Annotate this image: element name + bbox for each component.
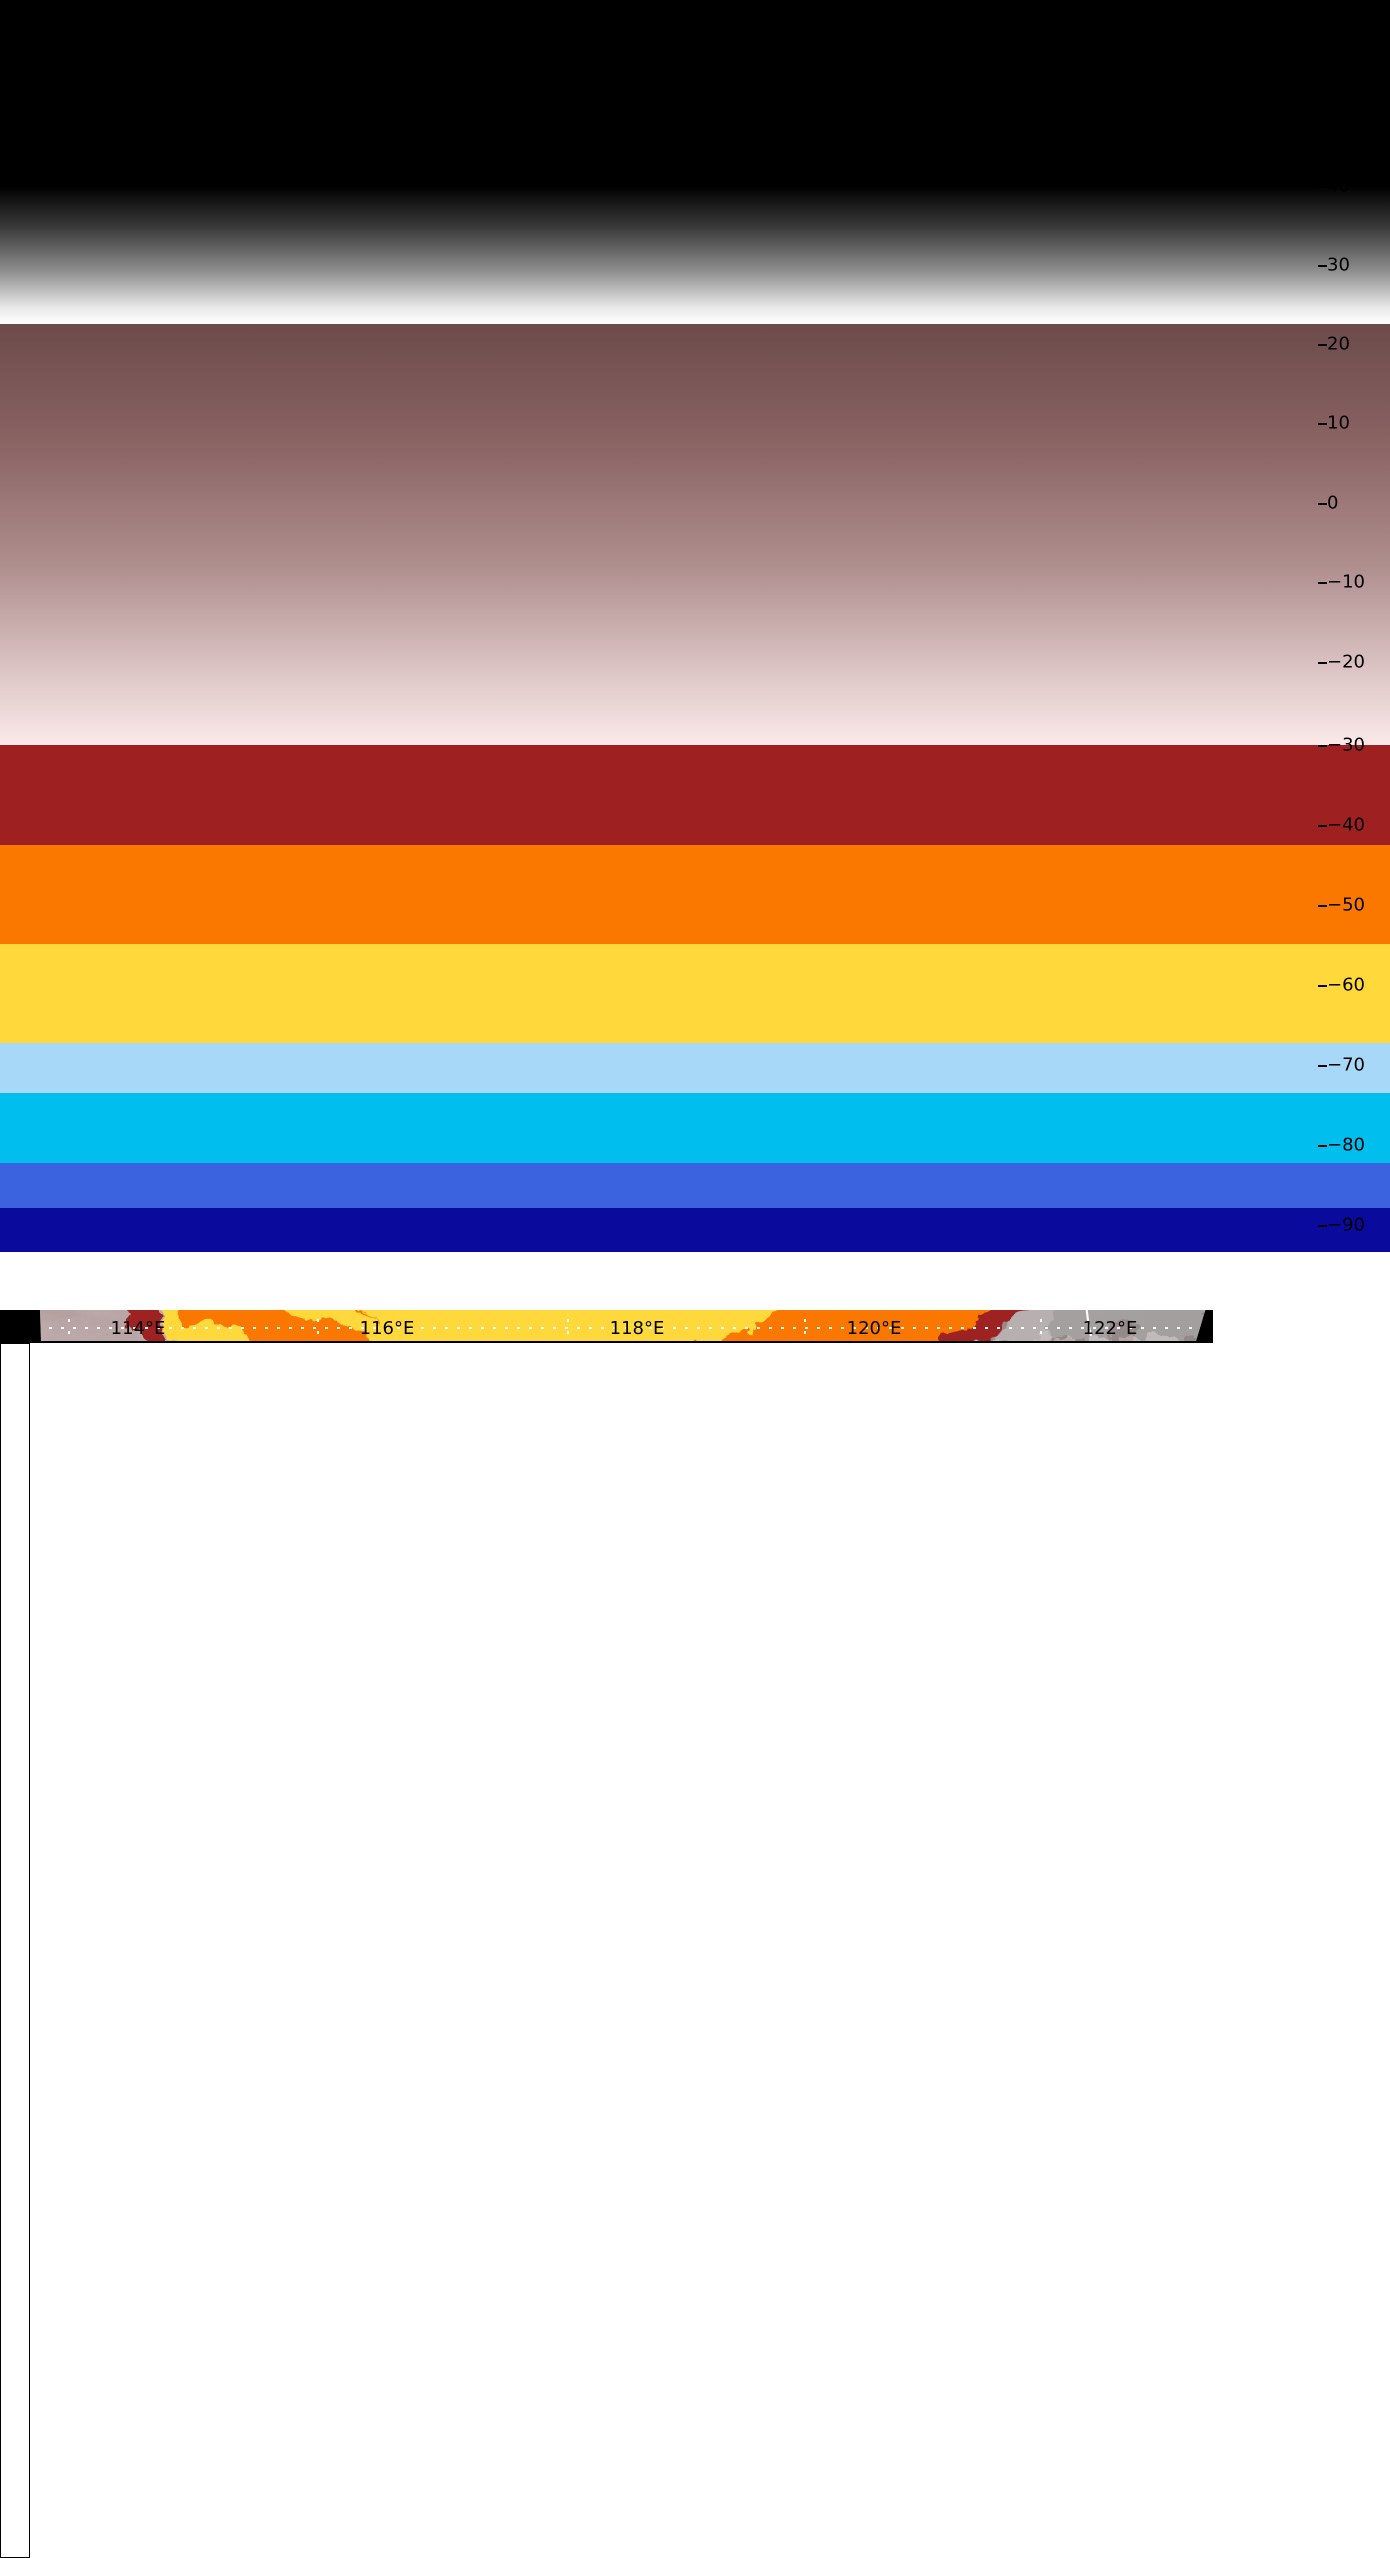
cbar-tick-m90: −90 (1327, 1214, 1365, 1236)
lon-tick-116: 116°E (359, 1318, 415, 1339)
cbar-tickmark (1318, 582, 1327, 584)
cbar-tickmark (1318, 423, 1327, 425)
lon-tick-122: 122°E (1082, 1318, 1138, 1339)
cbar-tick-40: 40 (1327, 175, 1350, 197)
cbar-tick-m80: −80 (1327, 1134, 1365, 1156)
cbar-tick-m40: −40 (1327, 814, 1365, 836)
cbar-tickmark (1318, 1145, 1327, 1147)
cbar-tickmark (1318, 905, 1327, 907)
cbar-tick-20: 20 (1327, 333, 1350, 355)
cbar-tick-m30: −30 (1327, 734, 1365, 756)
lon-tick-114: 114°E (110, 1318, 166, 1339)
cbar-tick-10: 10 (1327, 412, 1350, 434)
cbar-tickmark (1318, 1065, 1327, 1067)
cbar-tick-30: 30 (1327, 254, 1350, 276)
cbar-tickmark (1318, 662, 1327, 664)
cbar-tickmark (1318, 1225, 1327, 1227)
cbar-tick-m60: −60 (1327, 974, 1365, 996)
cbar-tick-0: 0 (1327, 492, 1339, 514)
cbar-tick-m10: −10 (1327, 571, 1365, 593)
cbar-tick-m70: −70 (1327, 1054, 1365, 1076)
cbar-tickmark (1318, 825, 1327, 827)
lon-tick-120: 120°E (846, 1318, 902, 1339)
cbar-tickmark (1318, 186, 1327, 188)
cbar-tickmark (1318, 344, 1327, 346)
cbar-tickmark (1318, 745, 1327, 747)
cbar-tickmark (1318, 985, 1327, 987)
cbar-tick-m50: −50 (1327, 894, 1365, 916)
cbar-tickmark (1318, 503, 1327, 505)
cbar-tickmark (1318, 265, 1327, 267)
lon-tick-118: 118°E (609, 1318, 665, 1339)
cbar-tick-m20: −20 (1327, 651, 1365, 673)
